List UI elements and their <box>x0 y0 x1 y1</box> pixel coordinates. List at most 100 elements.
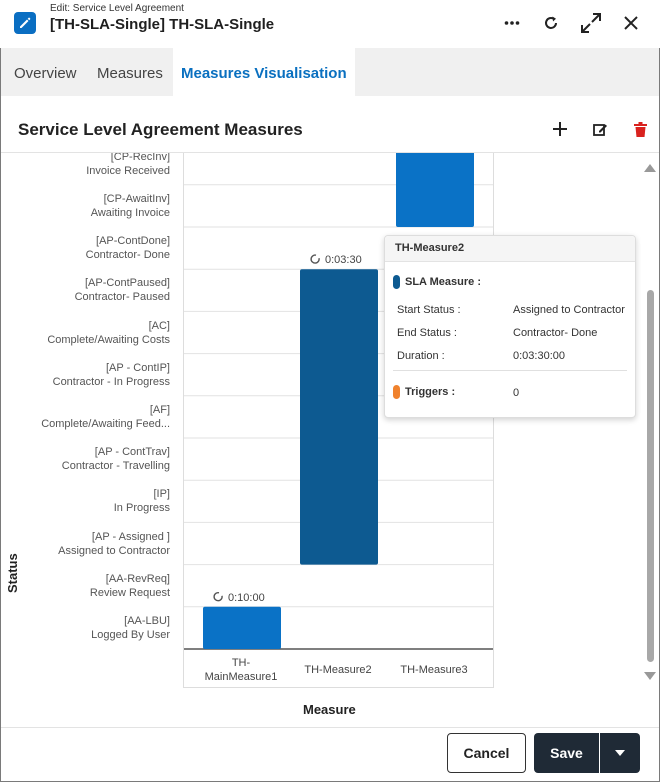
edit-square-icon <box>592 123 607 136</box>
close-button[interactable] <box>618 10 644 36</box>
expand-icon <box>581 13 601 33</box>
tooltip-sla-label: SLA Measure : <box>405 276 482 288</box>
section-title: Service Level Agreement Measures <box>18 120 303 139</box>
more-icon <box>504 21 520 25</box>
y-tick-label: [AP - ContIP] Contractor - In Progress <box>1 361 170 389</box>
status-code: [AP-ContDone] <box>96 235 170 248</box>
y-tick-label: [CP-RecInv] Invoice Received <box>1 153 170 178</box>
y-axis-title: Status <box>5 553 20 593</box>
y-tick-label: [IP] In Progress <box>1 487 170 515</box>
section-divider <box>1 152 659 153</box>
tab-measures-visualisation[interactable]: Measures Visualisation <box>173 48 355 96</box>
tooltip-value: Assigned to Contractor <box>513 304 625 316</box>
status-code: [AP - ContTrav] <box>94 446 170 459</box>
add-button[interactable] <box>549 118 571 140</box>
tooltip-title: TH-Measure2 <box>385 236 635 262</box>
tooltip-triggers-value: 0 <box>513 387 520 399</box>
status-code: [CP-AwaitInv] <box>103 192 170 205</box>
edit-button[interactable] <box>589 118 611 140</box>
scrollbar[interactable] <box>642 160 658 685</box>
status-name: Contractor- Paused <box>74 291 170 304</box>
x-tick-label: TH-Measure2 <box>304 664 372 676</box>
status-name: Awaiting Invoice <box>90 206 170 219</box>
status-code: [AC] <box>148 319 170 332</box>
chart-plot: 0:10:00 0:03:30 <box>183 153 494 688</box>
status-code: [AP - ContIP] <box>106 361 170 374</box>
refresh-button[interactable] <box>538 10 564 36</box>
window-title: [TH-SLA-Single] TH-SLA-Single <box>50 16 275 33</box>
close-icon <box>624 16 638 30</box>
y-tick-label: [AP-ContDone] Contractor- Done <box>1 234 170 262</box>
status-code: [AF] <box>149 403 170 416</box>
sla-marker-icon <box>393 275 400 289</box>
y-tick-label: [AF] Complete/Awaiting Feed... <box>1 403 170 431</box>
clock-icon <box>213 592 223 602</box>
x-tick-label: TH-Measure3 <box>400 664 468 676</box>
duration-label: 0:10:00 <box>213 592 265 604</box>
dialog-header: Edit: Service Level Agreement [TH-SLA-Si… <box>0 0 660 48</box>
status-code: [AA-RevReq] <box>105 572 170 585</box>
triggers-marker-icon <box>393 385 400 399</box>
y-tick-label: [AP - Assigned ] Assigned to Contractor <box>1 530 170 558</box>
duration-text: 0:03:30 <box>325 254 362 266</box>
more-options-button[interactable] <box>499 10 525 36</box>
status-code: [AP - Assigned ] <box>91 530 170 543</box>
bar-th-measure2[interactable] <box>300 269 378 565</box>
y-tick-label: [CP-AwaitInv] Awaiting Invoice <box>1 192 170 220</box>
tooltip-key: Start Status : <box>397 304 461 316</box>
tooltip-key: End Status : <box>397 327 457 339</box>
scroll-up-icon <box>644 164 656 172</box>
edit-icon <box>14 12 36 34</box>
chart-area[interactable]: [AA-LBU] Logged By User [AA-RevReq] Review … <box>1 153 641 727</box>
y-tick-label: [AP - ContTrav] Contractor - Travelling <box>1 445 170 473</box>
status-name: Invoice Received <box>86 164 170 177</box>
status-name: Review Request <box>89 586 170 599</box>
bar-th-mainmeasure1[interactable] <box>203 606 281 649</box>
duration-text: 0:10:00 <box>228 592 265 604</box>
status-code: [AA-LBU] <box>124 614 170 627</box>
y-tick-label: [AC] Complete/Awaiting Costs <box>1 319 170 347</box>
y-tick-label: [AP-ContPaused] Contractor- Paused <box>1 276 170 304</box>
bar-th-measure3[interactable] <box>396 153 474 227</box>
status-code: [IP] <box>153 488 170 501</box>
status-name: Assigned to Contractor <box>58 544 170 557</box>
clock-icon <box>310 254 320 264</box>
scroll-down-icon <box>644 672 656 680</box>
tooltip-triggers-heading: Triggers : <box>393 385 455 399</box>
status-name: Complete/Awaiting Feed... <box>41 417 170 430</box>
save-options-button[interactable] <box>600 733 640 773</box>
tooltip-divider <box>393 370 627 371</box>
tooltip-value: 0:03:30:00 <box>513 350 565 362</box>
tooltip-sla-heading: SLA Measure : <box>393 275 481 289</box>
save-button[interactable]: Save <box>534 733 599 773</box>
y-tick-label: [AA-LBU] Logged By User <box>1 614 170 642</box>
status-name: Complete/Awaiting Costs <box>47 333 170 346</box>
status-name: Contractor- Done <box>85 249 170 262</box>
status-name: Logged By User <box>91 628 170 641</box>
status-name: In Progress <box>113 502 170 515</box>
duration-label: 0:03:30 <box>310 254 362 266</box>
x-axis-title: Measure <box>303 702 356 717</box>
bar-tooltip: TH-Measure2 SLA Measure : Start Status :… <box>384 235 636 418</box>
footer-divider <box>1 727 659 728</box>
status-code: [AP-ContPaused] <box>85 277 170 290</box>
expand-button[interactable] <box>578 10 604 36</box>
plus-icon <box>553 122 567 136</box>
tab-bar: Overview Measures Measures Visualisation <box>1 48 659 96</box>
tooltip-value: Contractor- Done <box>513 327 598 339</box>
tooltip-triggers-label: Triggers : <box>405 386 456 398</box>
window-subtitle: Edit: Service Level Agreement <box>50 3 184 14</box>
cancel-button[interactable]: Cancel <box>447 733 526 773</box>
status-name: Contractor - Travelling <box>61 460 170 473</box>
refresh-icon <box>545 16 557 29</box>
x-tick-label: TH- MainMeasure1 <box>204 657 278 683</box>
chevron-down-icon <box>615 750 625 756</box>
status-code: [CP-RecInv] <box>110 153 170 163</box>
tab-measures[interactable]: Measures <box>97 65 163 82</box>
scrollbar-thumb[interactable] <box>647 290 654 662</box>
status-name: Contractor - In Progress <box>52 375 170 388</box>
tab-overview[interactable]: Overview <box>14 65 77 82</box>
trash-icon <box>633 121 647 137</box>
delete-button[interactable] <box>629 118 651 140</box>
tooltip-key: Duration : <box>397 350 445 362</box>
